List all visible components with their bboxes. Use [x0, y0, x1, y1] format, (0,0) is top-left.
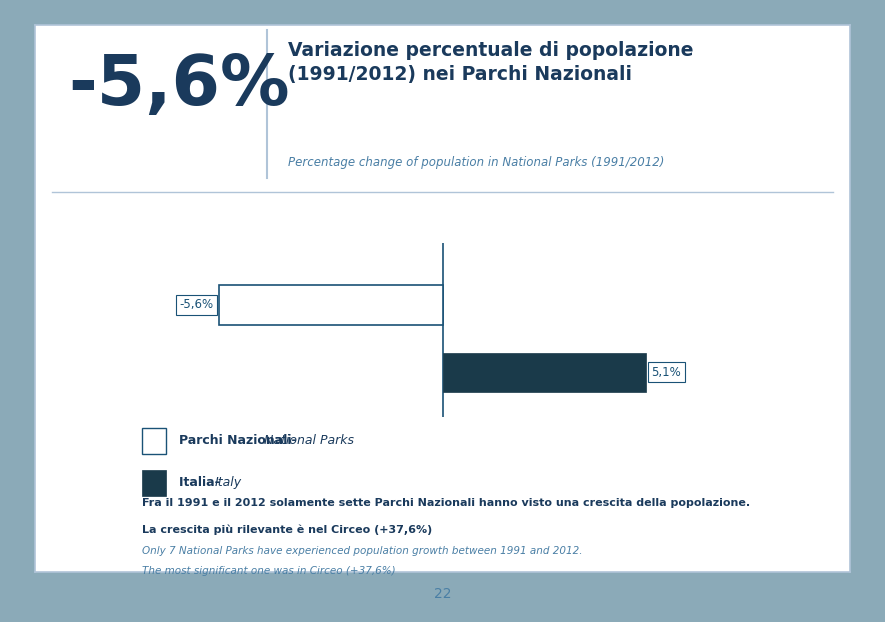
Bar — [219, 285, 442, 325]
Bar — [142, 470, 165, 496]
Text: 22: 22 — [434, 587, 451, 601]
Text: National Parks: National Parks — [264, 434, 354, 447]
Text: Italia-: Italia- — [179, 476, 224, 490]
Text: La crescita più rilevante è nel Circeo (+37,6%): La crescita più rilevante è nel Circeo (… — [142, 525, 432, 536]
Text: Variazione percentuale di popolazione
(1991/2012) nei Parchi Nazionali: Variazione percentuale di popolazione (1… — [288, 41, 693, 84]
Text: Only 7 National Parks have experienced population growth between 1991 and 2012.: Only 7 National Parks have experienced p… — [142, 546, 582, 556]
Bar — [142, 428, 165, 454]
Bar — [442, 353, 645, 392]
Text: Fra il 1991 e il 2012 solamente sette Parchi Nazionali hanno visto una crescita : Fra il 1991 e il 2012 solamente sette Pa… — [142, 498, 750, 508]
Text: Italy: Italy — [215, 476, 242, 490]
Text: Percentage change of population in National Parks (1991/2012): Percentage change of population in Natio… — [288, 156, 664, 169]
Text: -5,6%: -5,6% — [68, 52, 289, 119]
Text: Parchi Nazionali-: Parchi Nazionali- — [179, 434, 301, 447]
Text: The most significant one was in Circeo (+37,6%): The most significant one was in Circeo (… — [142, 566, 396, 576]
Text: -5,6%: -5,6% — [180, 299, 213, 312]
Text: 5,1%: 5,1% — [651, 366, 681, 379]
